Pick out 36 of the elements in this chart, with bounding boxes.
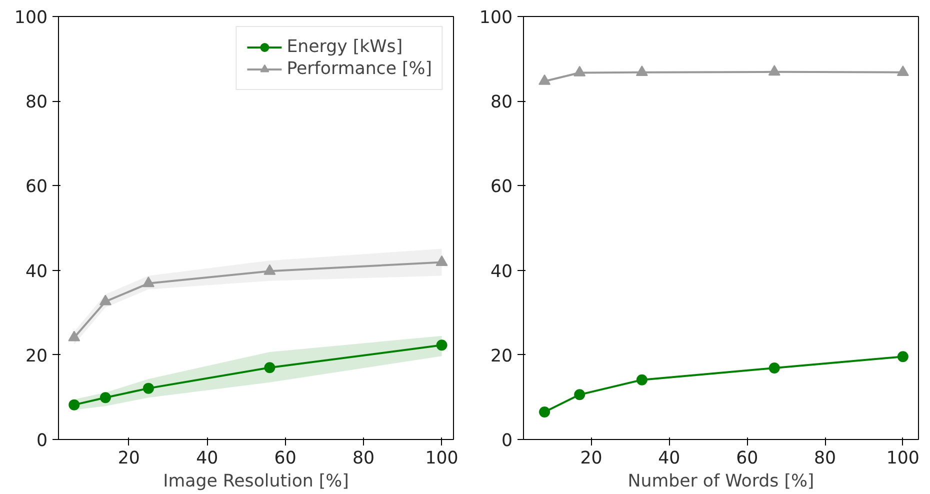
y-tick-label: 60 <box>25 177 48 198</box>
point <box>574 389 586 400</box>
legend-label: Performance [%] <box>286 59 432 79</box>
y-tick-label: 80 <box>25 92 48 113</box>
point <box>636 374 648 386</box>
x-tick-label: 100 <box>886 448 920 468</box>
y-tick-label: 80 <box>490 92 513 113</box>
x-tick-label: 60 <box>736 448 758 468</box>
x-tick-label: 60 <box>274 448 296 468</box>
y-tick-label: 40 <box>25 262 48 282</box>
y-tick-label: 0 <box>501 431 513 451</box>
x-tick-label: 40 <box>658 448 680 468</box>
y-tick-label: 100 <box>14 8 48 28</box>
x-tick-label: 100 <box>425 448 458 468</box>
x-axis-title: Image Resolution [%] <box>163 472 349 492</box>
point <box>897 351 908 362</box>
y-tick-label: 20 <box>490 346 513 366</box>
point <box>539 406 550 418</box>
point <box>896 65 909 76</box>
point <box>538 74 551 85</box>
x-axis-title: Number of Words [%] <box>628 472 814 492</box>
x-tick-label: 40 <box>196 448 218 468</box>
y-tick-label: 100 <box>479 8 513 28</box>
point <box>636 65 648 76</box>
y-tick-label: 0 <box>36 431 48 451</box>
point <box>768 362 780 374</box>
legend-label: Energy [kWs] <box>286 37 403 57</box>
point <box>574 66 586 76</box>
x-tick-label: 80 <box>352 448 375 468</box>
x-tick-label: 20 <box>580 448 602 468</box>
y-tick-label: 40 <box>490 262 513 282</box>
point <box>768 65 780 76</box>
x-tick-label: 80 <box>814 448 836 468</box>
y-tick-label: 20 <box>25 346 48 366</box>
y-tick-label: 60 <box>490 177 513 198</box>
x-tick-label: 20 <box>118 448 140 468</box>
